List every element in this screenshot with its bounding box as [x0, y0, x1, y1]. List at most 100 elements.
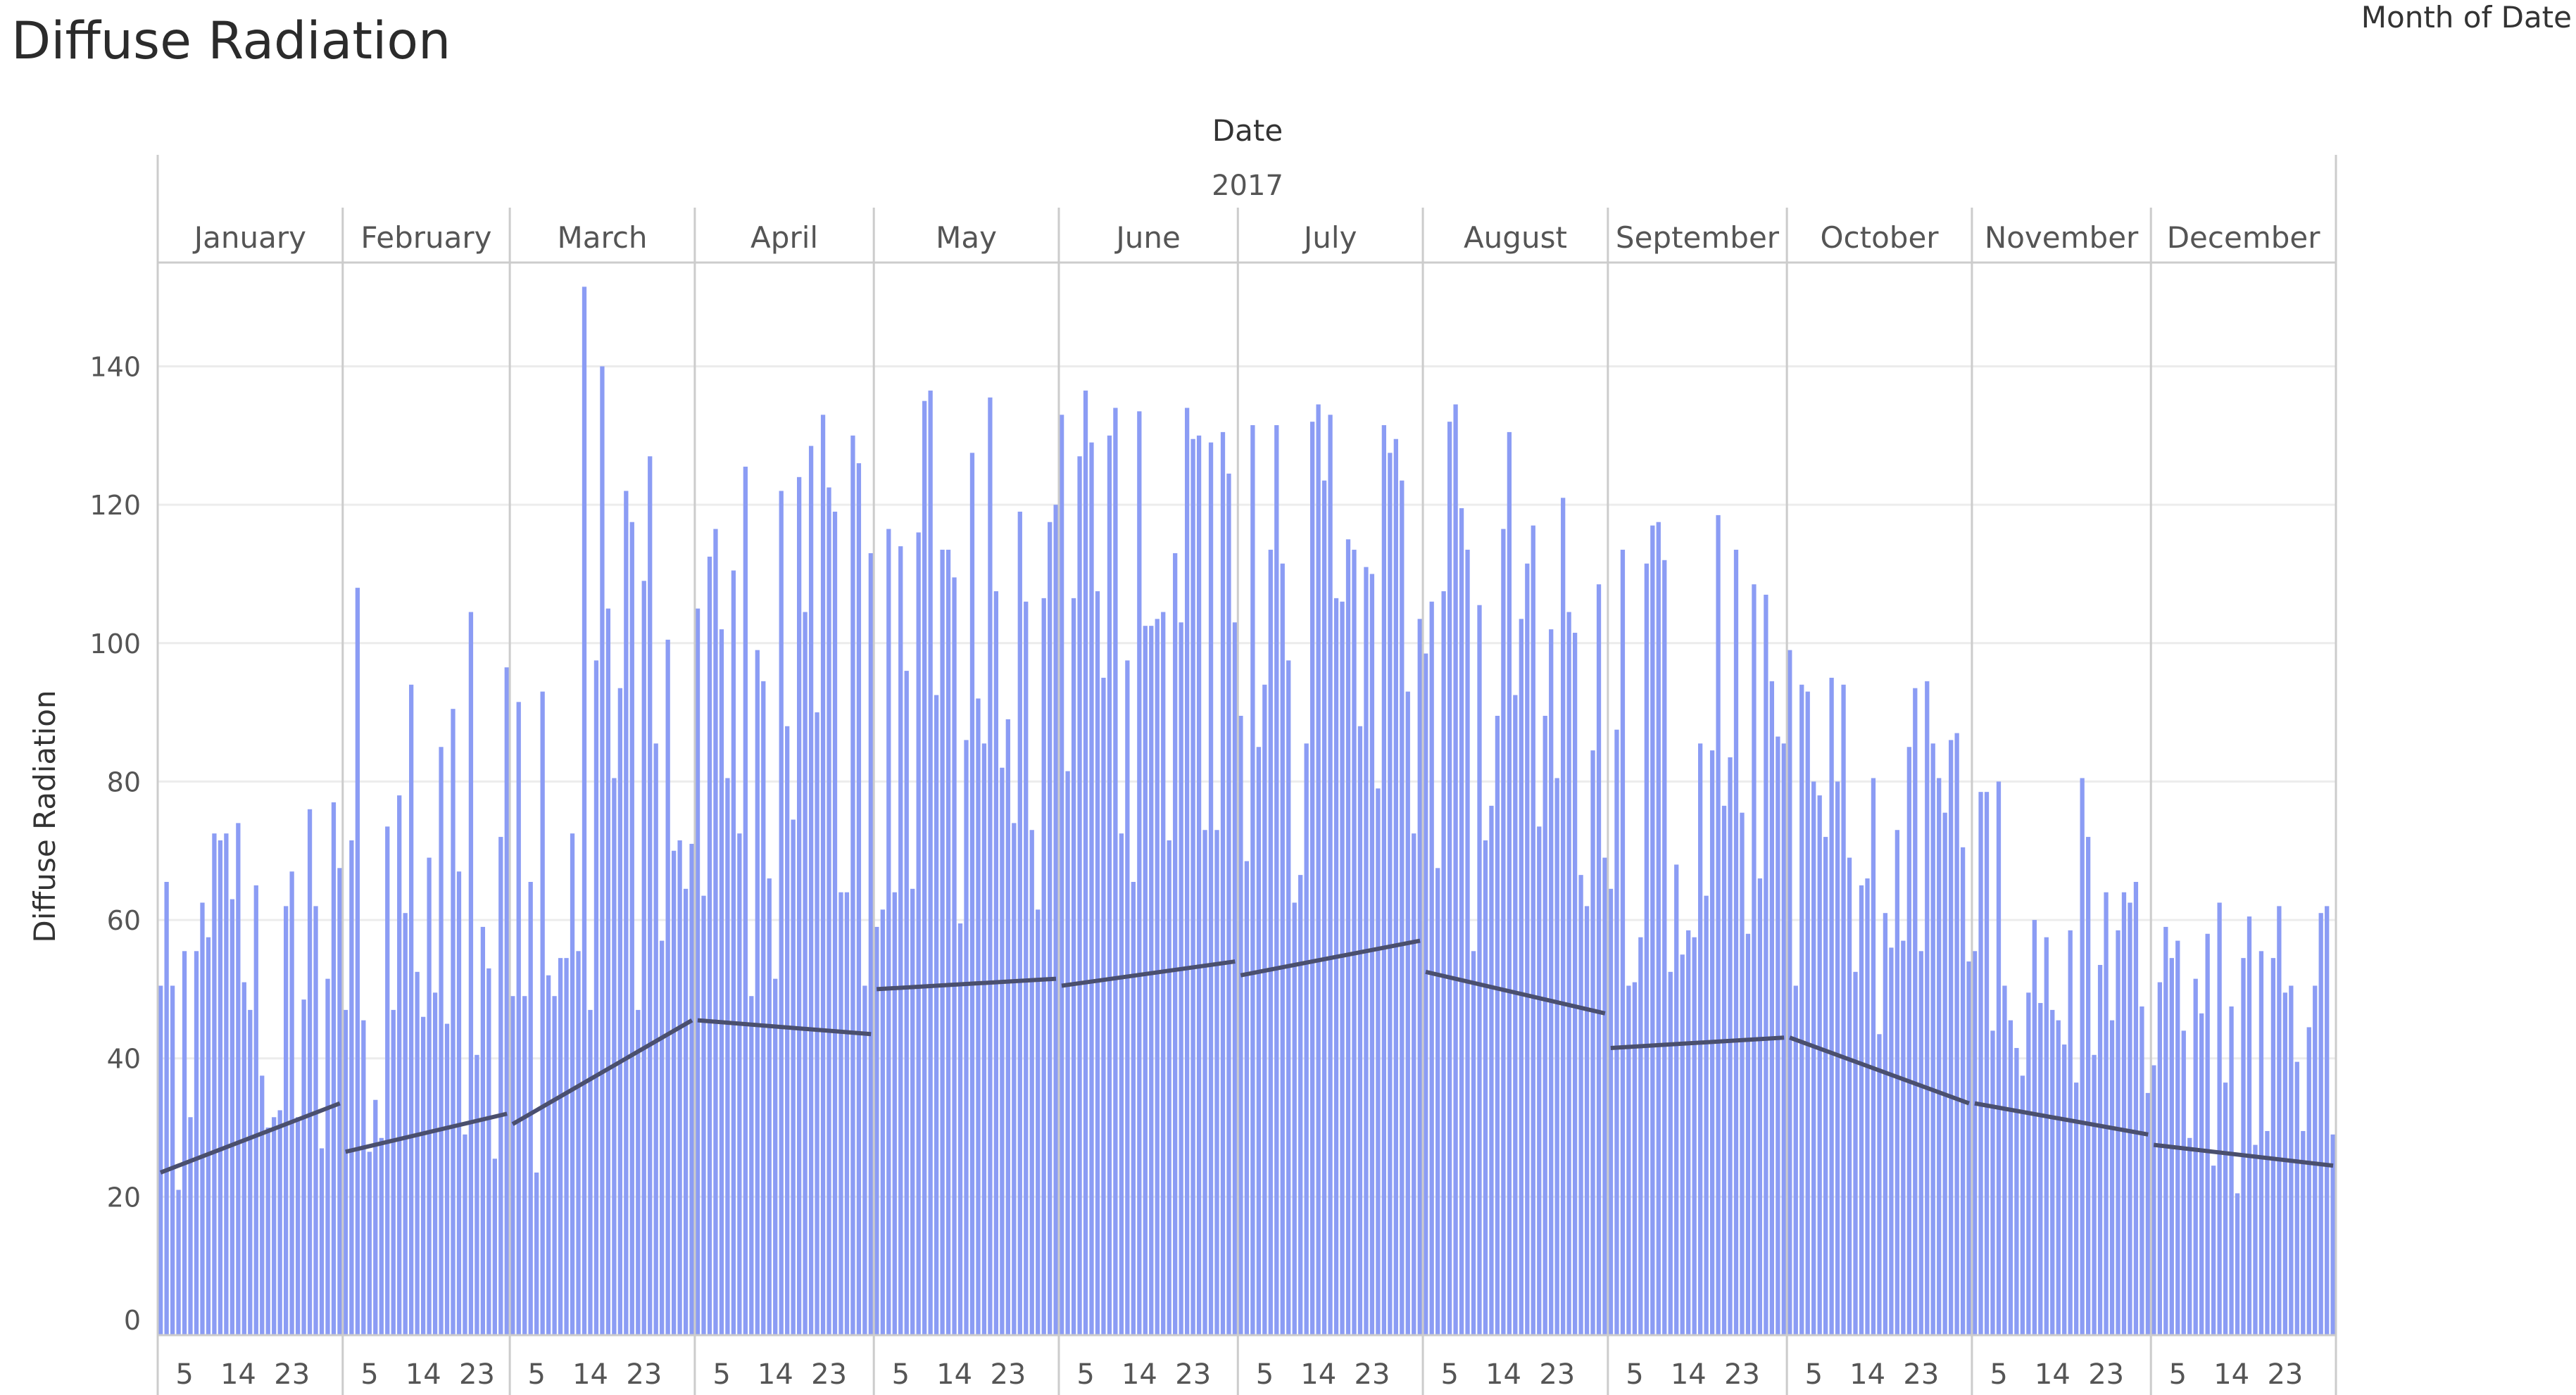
bar-april-2 — [701, 895, 706, 1335]
bar-march-29 — [677, 840, 682, 1335]
y-tick-label: 100 — [89, 629, 141, 659]
bar-august-26 — [1572, 633, 1578, 1335]
bar-december-18 — [2253, 1144, 2258, 1335]
bar-march-27 — [665, 639, 670, 1335]
bar-may-18 — [976, 698, 981, 1335]
bar-december-1 — [2151, 1065, 2156, 1335]
bar-december-20 — [2265, 1130, 2270, 1335]
bar-may-5 — [898, 546, 903, 1335]
bar-july-28 — [1400, 480, 1405, 1335]
bar-april-4 — [713, 529, 718, 1335]
bar-october-31 — [1966, 961, 1971, 1335]
bar-august-31 — [1602, 857, 1607, 1335]
bar-december-14 — [2229, 1006, 2234, 1335]
bar-august-20 — [1537, 826, 1542, 1335]
month-header-october: October — [1820, 220, 1939, 255]
y-tick-label: 60 — [107, 905, 141, 936]
bar-may-21 — [993, 591, 999, 1335]
bar-may-16 — [964, 740, 969, 1335]
bar-may-31 — [1053, 505, 1058, 1335]
bar-november-28 — [2133, 881, 2139, 1335]
bar-march-31 — [689, 843, 694, 1335]
bar-february-12 — [409, 684, 414, 1335]
bar-november-20 — [2085, 837, 2091, 1335]
bar-july-21 — [1357, 726, 1363, 1335]
bar-may-23 — [1005, 719, 1010, 1335]
bar-august-22 — [1549, 629, 1554, 1335]
bar-september-28 — [1769, 681, 1774, 1335]
bar-october-25 — [1930, 743, 1935, 1335]
x-tick-label: 14 — [1485, 1358, 1521, 1391]
bar-july-25 — [1381, 425, 1387, 1335]
bar-june-23 — [1190, 438, 1195, 1335]
bar-july-1 — [1238, 716, 1243, 1335]
bar-march-11 — [570, 833, 575, 1335]
y-tick-label: 120 — [89, 490, 141, 521]
bar-may-15 — [957, 923, 963, 1335]
bar-august-17 — [1519, 619, 1523, 1335]
x-tick-label: 5 — [1990, 1358, 2007, 1391]
bar-december-13 — [2223, 1082, 2228, 1335]
bar-february-8 — [385, 826, 390, 1335]
bar-july-31 — [1417, 619, 1422, 1335]
bar-april-11 — [755, 650, 760, 1335]
bar-january-13 — [230, 899, 234, 1335]
bar-may-24 — [1012, 823, 1017, 1335]
bar-july-29 — [1405, 691, 1410, 1335]
bar-january-29 — [325, 978, 330, 1335]
bar-october-6 — [1817, 795, 1822, 1335]
bar-july-20 — [1352, 550, 1357, 1335]
x-tick-label: 14 — [220, 1358, 256, 1391]
bar-january-28 — [319, 1148, 325, 1335]
bar-january-9 — [206, 937, 211, 1335]
bar-april-9 — [743, 467, 748, 1335]
bar-august-16 — [1513, 695, 1518, 1335]
x-tick-label: 23 — [1355, 1358, 1390, 1391]
trend-line-february — [345, 1111, 508, 1154]
bar-october-12 — [1853, 971, 1858, 1335]
trend-line-july — [1240, 938, 1421, 978]
bar-july-17 — [1333, 598, 1339, 1335]
bar-march-5 — [534, 1172, 539, 1335]
bar-february-3 — [355, 588, 360, 1335]
trend-line-march — [511, 1018, 693, 1126]
x-tick-label: 5 — [1805, 1358, 1823, 1391]
bar-september-17 — [1704, 895, 1709, 1335]
bar-july-13 — [1310, 422, 1315, 1335]
bar-april-15 — [779, 491, 784, 1336]
bar-september-4 — [1626, 985, 1631, 1335]
bar-november-4 — [1990, 1030, 1995, 1335]
bar-july-3 — [1250, 425, 1255, 1335]
bar-april-1 — [695, 608, 700, 1335]
bar-may-9 — [922, 400, 927, 1335]
bar-october-7 — [1823, 837, 1828, 1335]
bar-january-14 — [236, 823, 241, 1335]
trend-lines-group — [159, 938, 2334, 1175]
bar-september-24 — [1745, 933, 1751, 1335]
bar-september-25 — [1752, 584, 1757, 1336]
bar-june-22 — [1184, 408, 1190, 1335]
bar-may-22 — [1000, 767, 1005, 1335]
bar-october-10 — [1841, 684, 1846, 1335]
bar-may-17 — [969, 453, 975, 1335]
x-tick-label: 23 — [1724, 1358, 1760, 1391]
x-tick-label: 14 — [1671, 1358, 1707, 1391]
bar-october-19 — [1895, 830, 1899, 1335]
bar-may-11 — [934, 695, 939, 1335]
bar-july-10 — [1292, 902, 1297, 1335]
bar-may-1 — [874, 926, 879, 1335]
month-header-july: July — [1302, 220, 1357, 255]
month-header-september: September — [1616, 220, 1780, 255]
bar-january-26 — [307, 809, 313, 1335]
bar-june-30 — [1232, 622, 1238, 1335]
bar-may-8 — [916, 532, 921, 1336]
x-tick-label: 5 — [528, 1358, 546, 1391]
bar-december-28 — [2313, 985, 2318, 1335]
bar-november-13 — [2044, 937, 2049, 1335]
bar-february-9 — [391, 1009, 396, 1335]
bar-august-27 — [1578, 875, 1583, 1335]
bar-october-3 — [1799, 684, 1804, 1335]
bar-january-17 — [253, 885, 258, 1335]
x-tick-label: 23 — [1539, 1358, 1575, 1391]
bar-january-7 — [194, 951, 199, 1335]
